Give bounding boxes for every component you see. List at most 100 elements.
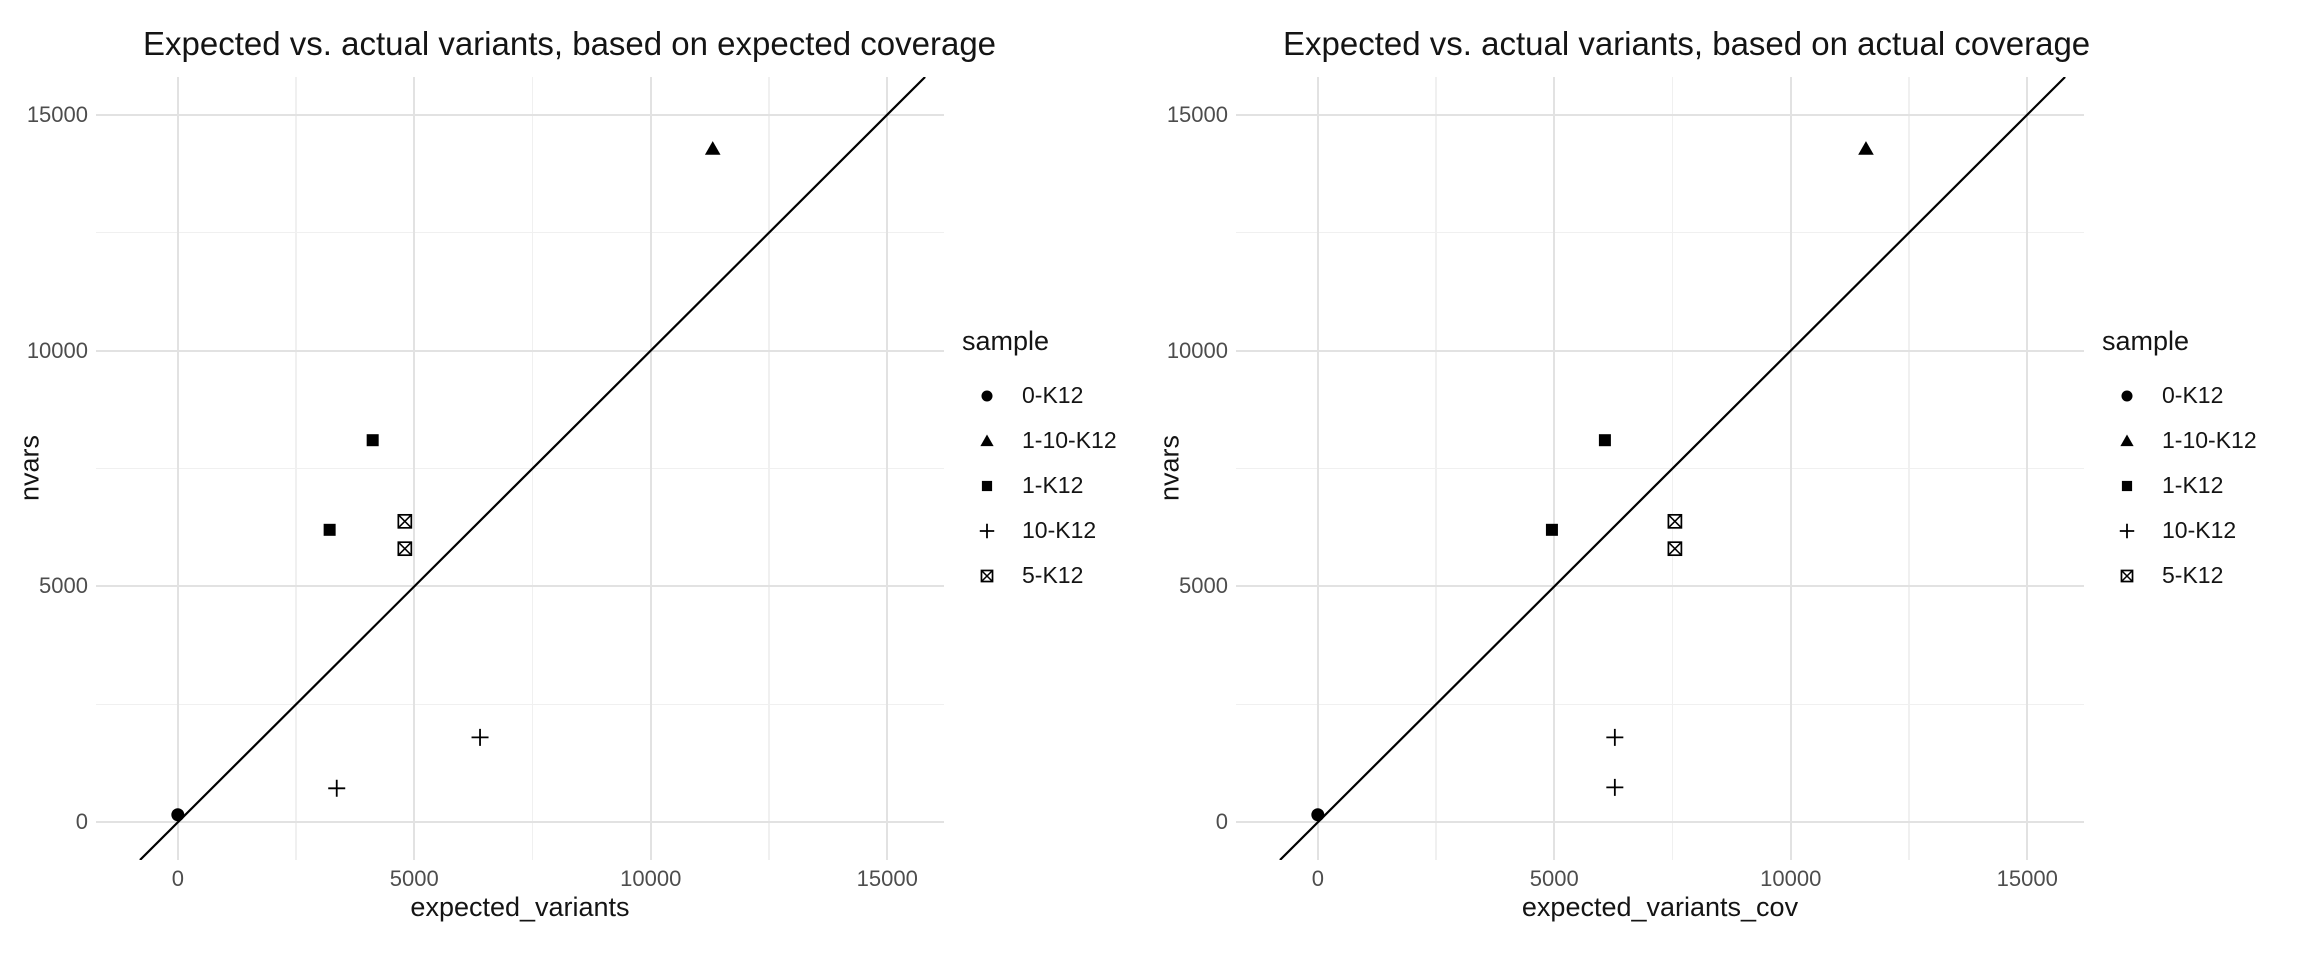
major-gridline-vertical — [1789, 77, 1792, 860]
legend-title: sample — [962, 326, 1050, 356]
legend-key-plus-icon — [979, 523, 995, 538]
legend-key-square-icon — [981, 480, 993, 491]
marker-circle — [2121, 389, 2133, 402]
y-tick-label: 0 — [75, 809, 88, 835]
data-point-10-K12 — [1606, 728, 1624, 746]
legend-item-label: 5-K12 — [2162, 562, 2224, 588]
major-gridline-horizontal — [96, 113, 944, 116]
minor-gridline-horizontal — [1236, 231, 2084, 234]
major-gridline-horizontal — [96, 821, 944, 824]
data-point-10-K12 — [471, 728, 489, 746]
major-gridline-horizontal — [1236, 821, 2084, 824]
plot-panel — [96, 77, 944, 860]
x-tick-label: 10000 — [1760, 866, 1822, 891]
plot-title: Expected vs. actual variants, based on e… — [143, 25, 997, 62]
marker-square — [981, 480, 993, 491]
data-point-5-K12 — [1667, 541, 1683, 557]
legend-item-1-10-K12: 1-10-K12 — [2102, 418, 2302, 463]
plot-title: Expected vs. actual variants, based on a… — [1283, 25, 2091, 62]
x-axis-title: expected_variants_cov — [1521, 892, 1799, 922]
marker-triangle — [2120, 434, 2134, 446]
marker-square-cross — [2120, 569, 2134, 582]
legend-item-label: 1-K12 — [2162, 472, 2224, 498]
y-tick-label: 10000 — [26, 337, 88, 363]
y-axis-title: nvars — [14, 434, 45, 502]
marker-circle — [981, 389, 993, 402]
y-tick-label: 10000 — [1166, 337, 1228, 363]
identity-line — [139, 77, 926, 860]
legend-item-10-K12: 10-K12 — [2102, 508, 2302, 553]
data-point-5-K12 — [1667, 513, 1683, 529]
legend-title: sample — [2102, 326, 2190, 356]
minor-gridline-horizontal — [96, 231, 944, 234]
legend-key-circle-icon — [981, 389, 993, 402]
major-gridline-vertical — [413, 77, 416, 860]
legend-item-1-K12: 1-K12 — [962, 463, 1162, 508]
legend-item-10-K12: 10-K12 — [962, 508, 1162, 553]
x-tick-label: 5000 — [389, 866, 439, 891]
legend-items: 0-K12 1-10-K12 1-K12 10-K12 5-K12 — [2102, 373, 2302, 598]
data-point-1-K12 — [323, 523, 336, 536]
data-point-10-K12 — [328, 779, 346, 797]
x-tick-label: 15000 — [1996, 866, 2058, 891]
panel-canvas — [139, 77, 926, 860]
x-tick-label: 5000 — [1529, 866, 1579, 891]
y-tick-label: 0 — [1215, 809, 1228, 835]
major-gridline-horizontal — [1236, 585, 2084, 588]
data-point-10-K12 — [1606, 778, 1624, 796]
legend-key-square-cross-icon — [980, 569, 994, 582]
legend-item-label: 5-K12 — [1022, 562, 1084, 588]
data-point-1-10-K12 — [1858, 141, 1874, 155]
legend-item-0-K12: 0-K12 — [2102, 373, 2302, 418]
data-point-0-K12 — [171, 808, 185, 822]
legend-item-label: 10-K12 — [1022, 517, 1097, 543]
y-axis-title: nvars — [1154, 434, 1185, 502]
major-gridline-vertical — [1316, 77, 1319, 860]
marker-plus — [2119, 523, 2135, 538]
legend-item-1-K12: 1-K12 — [2102, 463, 2302, 508]
major-gridline-horizontal — [96, 349, 944, 352]
panel-canvas — [1279, 77, 2066, 860]
marker-plus — [979, 523, 995, 538]
legend-item-0-K12: 0-K12 — [962, 373, 1162, 418]
plot-panel — [1236, 77, 2084, 860]
y-tick-label: 15000 — [26, 101, 88, 127]
legend-item-label: 10-K12 — [2162, 517, 2237, 543]
legend-key-triangle-icon — [2120, 434, 2134, 446]
major-gridline-vertical — [886, 77, 889, 860]
y-tick-label: 5000 — [39, 573, 88, 599]
data-point-5-K12 — [397, 541, 413, 557]
marker-triangle — [980, 434, 994, 446]
legend-item-label: 0-K12 — [1022, 382, 1084, 408]
legend-item-label: 1-10-K12 — [2162, 427, 2257, 453]
legend-item-label: 1-10-K12 — [1022, 427, 1117, 453]
major-gridline-horizontal — [96, 585, 944, 588]
minor-gridline-horizontal — [96, 703, 944, 706]
marker-square — [2121, 480, 2133, 491]
x-tick-label: 0 — [1311, 866, 1324, 891]
major-gridline-vertical — [176, 77, 179, 860]
legend-item-label: 1-K12 — [1022, 472, 1084, 498]
y-tick-label: 5000 — [1179, 573, 1228, 599]
plot-expected-coverage: Expected vs. actual variants, based on e… — [14, 25, 1162, 922]
legend-key-plus-icon — [2119, 523, 2135, 538]
data-point-1-K12 — [1598, 434, 1611, 447]
data-point-5-K12 — [397, 513, 413, 529]
major-gridline-horizontal — [1236, 349, 2084, 352]
major-gridline-horizontal — [1236, 113, 2084, 116]
legend-item-5-K12: 5-K12 — [962, 553, 1162, 598]
x-tick-label: 10000 — [620, 866, 682, 891]
legend-item-label: 0-K12 — [2162, 382, 2224, 408]
legend-key-square-cross-icon — [2120, 569, 2134, 582]
data-point-1-10-K12 — [704, 141, 721, 155]
legend-key-circle-icon — [2121, 389, 2133, 402]
x-tick-label: 15000 — [856, 866, 918, 891]
data-point-1-K12 — [366, 434, 379, 447]
marker-square-cross — [980, 569, 994, 582]
x-axis-title: expected_variants — [410, 892, 630, 922]
y-tick-label: 15000 — [1166, 101, 1228, 127]
legend-items: 0-K12 1-10-K12 1-K12 10-K12 5-K12 — [962, 373, 1162, 598]
legend: sample 0-K12 1-10-K12 1-K12 10-K12 5-K12 — [962, 326, 1162, 598]
legend-item-1-10-K12: 1-10-K12 — [962, 418, 1162, 463]
